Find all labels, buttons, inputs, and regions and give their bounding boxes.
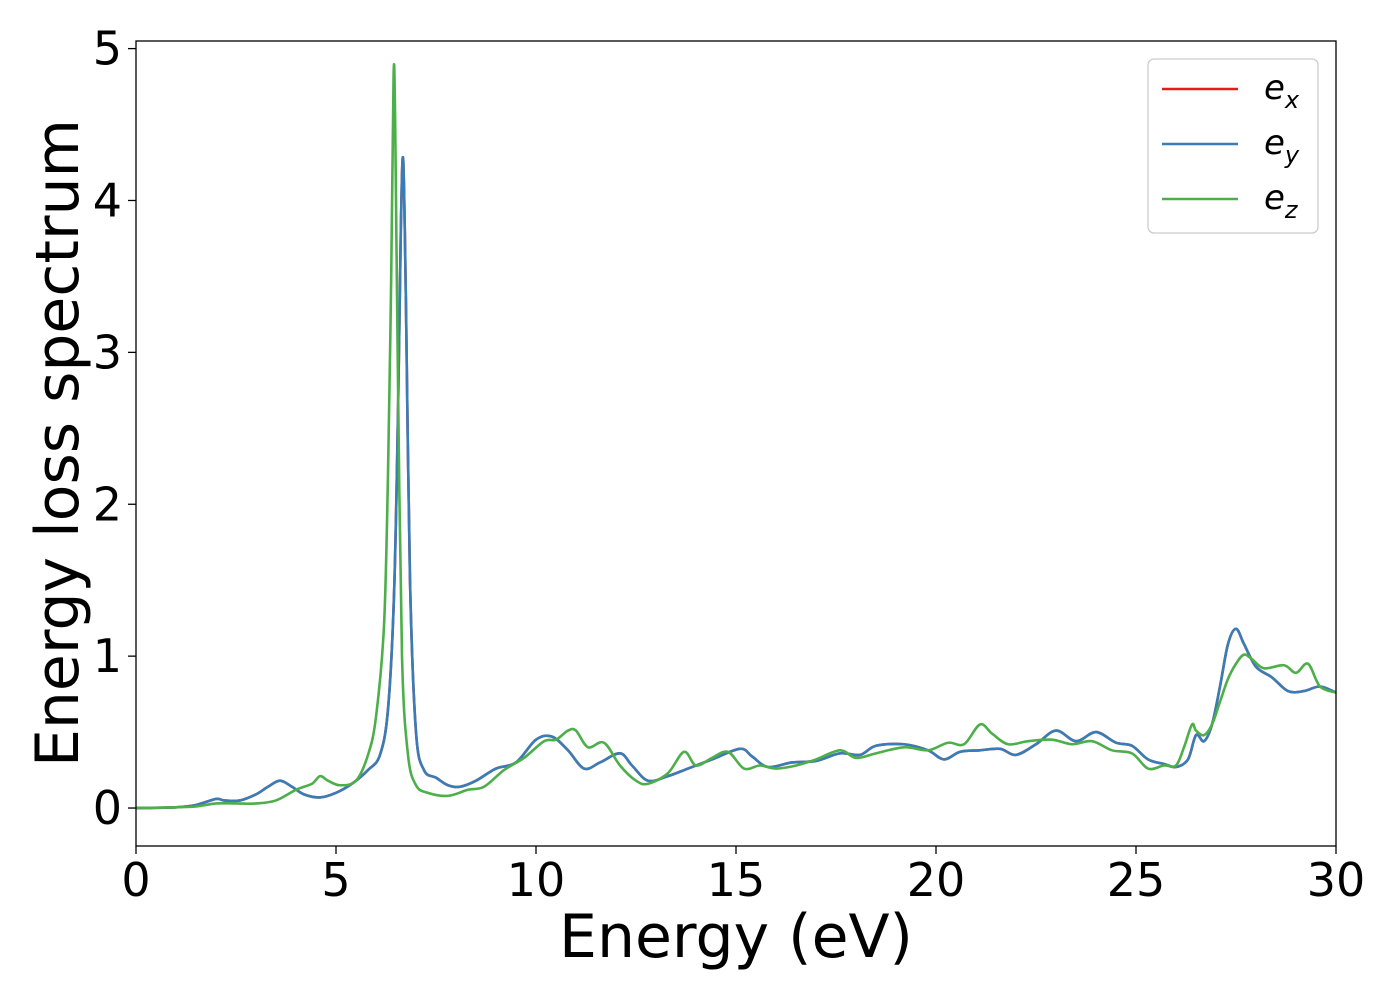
x-tick-label: 25 — [1107, 853, 1166, 907]
y-axis: 0 1 2 3 4 5 — [93, 22, 136, 835]
y-tick-label: 2 — [93, 477, 122, 531]
y-tick-label: 3 — [93, 325, 122, 379]
y-tick-label: 0 — [93, 781, 122, 835]
x-axis: 0 5 10 15 20 25 30 — [121, 846, 1365, 907]
x-tick-label: 30 — [1307, 853, 1366, 907]
series-line-y — [135, 155, 1337, 810]
y-axis-label: Energy loss spectrum — [23, 119, 93, 767]
legend-label-y: ey — [1264, 123, 1300, 169]
legend: ex ey ez — [1147, 58, 1319, 234]
legend-entries: ex ey ez — [1162, 68, 1300, 224]
x-tick-label: 10 — [507, 853, 566, 907]
x-tick-label: 5 — [321, 853, 350, 907]
x-axis-label: Energy (eV) — [559, 902, 913, 972]
legend-box — [1147, 58, 1319, 234]
plot-area — [136, 41, 1336, 846]
x-tick-label: 0 — [121, 853, 150, 907]
x-tick-label: 15 — [707, 853, 766, 907]
series-layer — [135, 62, 1337, 810]
y-tick-label: 5 — [93, 22, 122, 76]
y-tick-label: 1 — [93, 629, 122, 683]
legend-label-z: ez — [1264, 178, 1299, 224]
legend-label-x: ex — [1264, 68, 1300, 114]
y-tick-label: 4 — [93, 173, 122, 227]
series-line-z — [135, 62, 1337, 810]
x-tick-label: 20 — [907, 853, 966, 907]
